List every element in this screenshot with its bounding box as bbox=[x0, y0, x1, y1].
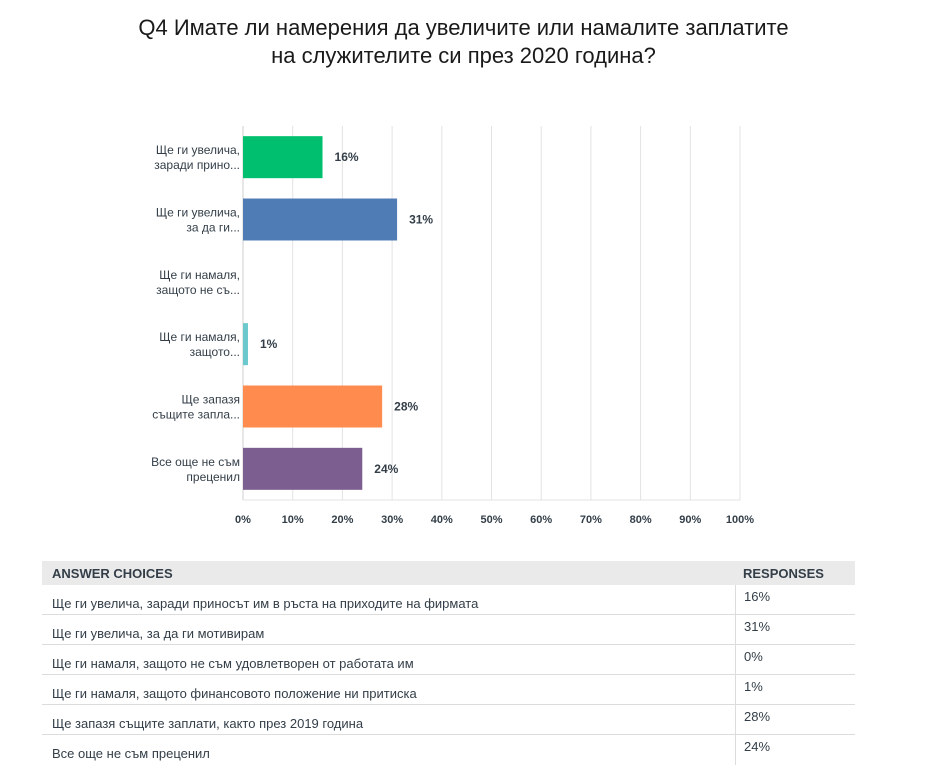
x-tick-label: 20% bbox=[331, 514, 353, 526]
x-tick-label: 10% bbox=[282, 514, 304, 526]
category-label: защото... bbox=[190, 345, 240, 359]
x-tick-label: 80% bbox=[630, 514, 652, 526]
category-label: Ще ги увелича, bbox=[156, 143, 240, 157]
category-label: защото не съ... bbox=[156, 283, 240, 297]
x-tick-label: 50% bbox=[480, 514, 502, 526]
x-tick-label: 40% bbox=[431, 514, 453, 526]
category-label: Ще ги намаля, bbox=[159, 330, 240, 344]
x-tick-label: 100% bbox=[726, 514, 754, 526]
row-choice: Все още не съм преценил bbox=[52, 746, 210, 761]
x-tick-label: 30% bbox=[381, 514, 403, 526]
row-response: 16% bbox=[735, 585, 855, 614]
header-answer-choices: ANSWER CHOICES bbox=[52, 565, 173, 581]
bar bbox=[243, 447, 363, 490]
x-tick-label: 70% bbox=[580, 514, 602, 526]
table-row: Ще запазя същите заплати, както през 201… bbox=[42, 705, 855, 735]
x-tick-label: 0% bbox=[235, 514, 251, 526]
bar bbox=[243, 323, 248, 366]
category-label: Ще запазя bbox=[182, 393, 240, 407]
bar bbox=[243, 385, 383, 428]
row-response: 1% bbox=[735, 675, 855, 704]
table-row: Ще ги увелича, заради приносът им в ръст… bbox=[42, 585, 855, 615]
category-label: същите запла... bbox=[152, 408, 240, 422]
x-tick-label: 90% bbox=[679, 514, 701, 526]
category-label: за да ги... bbox=[186, 221, 240, 235]
table-row: Ще ги намаля, защото финансовото положен… bbox=[42, 675, 855, 705]
data-label: 28% bbox=[394, 400, 418, 414]
data-label: 16% bbox=[335, 150, 359, 164]
chart-title-line-2: на служителите си през 2020 година? bbox=[271, 43, 656, 68]
bar-chart: 0% 10% 20% 30% 40% 50% 60% 70% 80% 90% 100% Ще ги у… bbox=[151, 126, 754, 526]
table-row: Все още не съм преценил 24% bbox=[42, 735, 855, 765]
row-response: 28% bbox=[735, 705, 855, 734]
row-choice: Ще ги намаля, защото финансовото положен… bbox=[52, 686, 417, 701]
bar bbox=[243, 198, 398, 241]
row-response: 24% bbox=[735, 735, 855, 765]
category-label: заради прино... bbox=[154, 158, 240, 172]
row-choice: Ще запазя същите заплати, както през 201… bbox=[52, 716, 364, 731]
table-header: ANSWER CHOICES RESPONSES bbox=[42, 561, 855, 585]
bar bbox=[243, 136, 323, 179]
x-tick-label: 60% bbox=[530, 514, 552, 526]
header-responses: RESPONSES bbox=[743, 565, 824, 581]
row-choice: Ще ги увелича, заради приносът им в ръст… bbox=[52, 596, 479, 611]
row-response: 0% bbox=[735, 645, 855, 674]
row-choice: Ще ги намаля, защото не съм удовлетворен… bbox=[52, 656, 414, 671]
answer-table: ANSWER CHOICES RESPONSES Ще ги увелича, … bbox=[42, 561, 855, 765]
data-label: 1% bbox=[260, 337, 278, 351]
data-label: 24% bbox=[374, 462, 398, 476]
category-label: преценил bbox=[186, 470, 240, 484]
row-choice: Ще ги увелича, за да ги мотивирам bbox=[52, 626, 265, 641]
category-label: Ще ги увелича, bbox=[156, 206, 240, 220]
row-response: 31% bbox=[735, 615, 855, 644]
table-row: Ще ги намаля, защото не съм удовлетворен… bbox=[42, 645, 855, 675]
chart-title: Q4 Имате ли намерения да увеличите или н… bbox=[0, 14, 927, 70]
chart-title-line-1: Q4 Имате ли намерения да увеличите или н… bbox=[138, 15, 789, 40]
category-label: Ще ги намаля, bbox=[159, 268, 240, 282]
table-row: Ще ги увелича, за да ги мотивирам 31% bbox=[42, 615, 855, 645]
category-label: Все още не съм bbox=[151, 455, 240, 469]
data-label: 31% bbox=[409, 213, 433, 227]
